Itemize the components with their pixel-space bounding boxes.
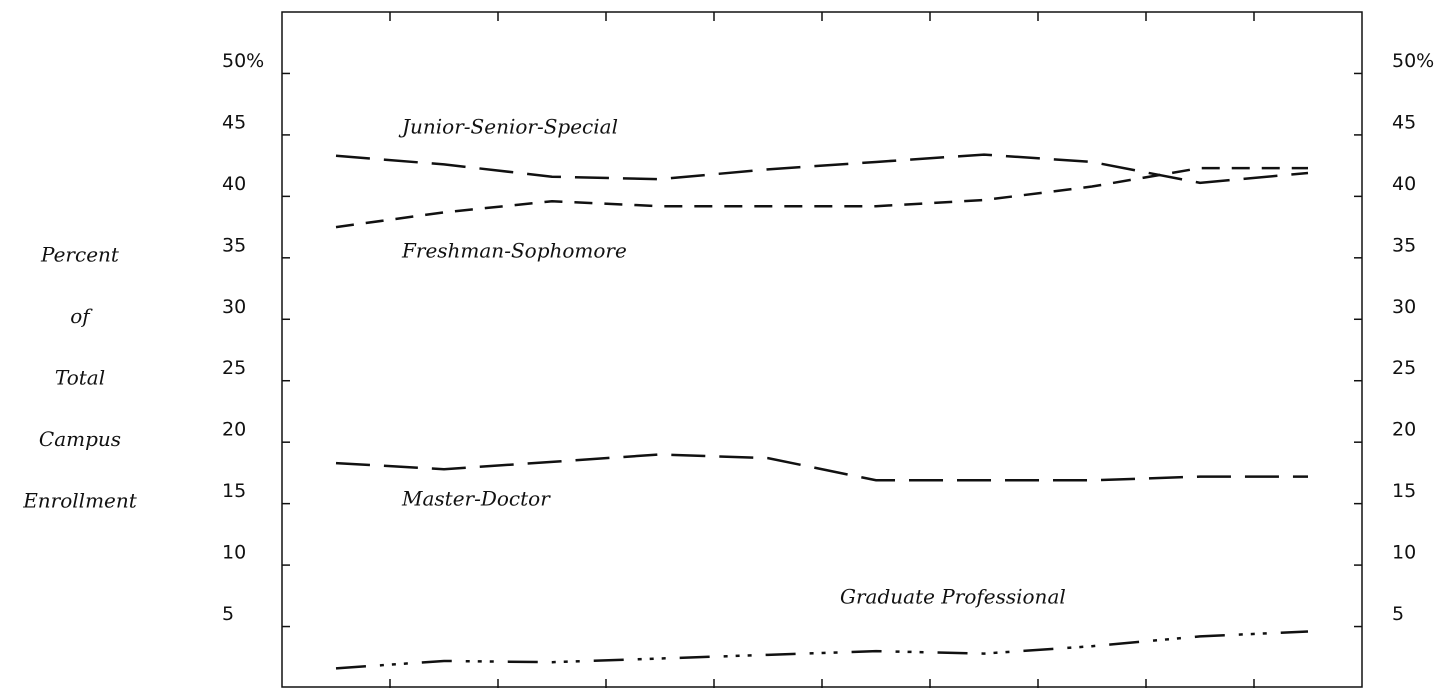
- series-line: [335, 453, 1308, 482]
- y-axis-label: Percent: [40, 243, 120, 267]
- plot-frame: [281, 11, 1363, 688]
- y-axis-label: of: [70, 304, 93, 328]
- series-label: Master-Doctor: [401, 487, 551, 511]
- y-tick-label: 30: [222, 296, 246, 318]
- y2-tick-label: 35: [1392, 234, 1416, 256]
- y2-tick-label: 10: [1392, 542, 1416, 564]
- y-tick-label: 10: [222, 542, 246, 564]
- y-tick-label: 25: [222, 357, 246, 379]
- y-axis-label: Enrollment: [22, 489, 138, 513]
- series-label: Junior-Senior-Special: [398, 115, 618, 139]
- series-line: [335, 630, 1309, 670]
- y2-tick-label: 50%: [1392, 50, 1434, 72]
- y2-tick-label: 25: [1392, 357, 1416, 379]
- y2-tick-label: 15: [1392, 480, 1416, 502]
- y-tick-label: 35: [222, 234, 246, 256]
- y-tick-label: 5: [222, 603, 234, 625]
- y-tick-label: 15: [222, 480, 246, 502]
- y-axis-label: Total: [55, 366, 105, 390]
- y2-tick-label: 30: [1392, 296, 1416, 318]
- y-tick-label: 40: [222, 173, 246, 195]
- series-label: Freshman-Sophomore: [401, 239, 627, 263]
- y-axis-label: Campus: [39, 427, 121, 451]
- series-line: [335, 153, 1309, 185]
- y2-tick-label: 40: [1392, 173, 1416, 195]
- y-tick-label: 20: [222, 419, 246, 441]
- y2-tick-label: 20: [1392, 419, 1416, 441]
- series-line: [335, 166, 1308, 229]
- series-label: Graduate Professional: [840, 585, 1066, 609]
- y2-tick-label: 5: [1392, 603, 1404, 625]
- y-tick-label: 45: [222, 111, 246, 133]
- y2-tick-label: 45: [1392, 111, 1416, 133]
- y-tick-label: 50%: [222, 50, 264, 72]
